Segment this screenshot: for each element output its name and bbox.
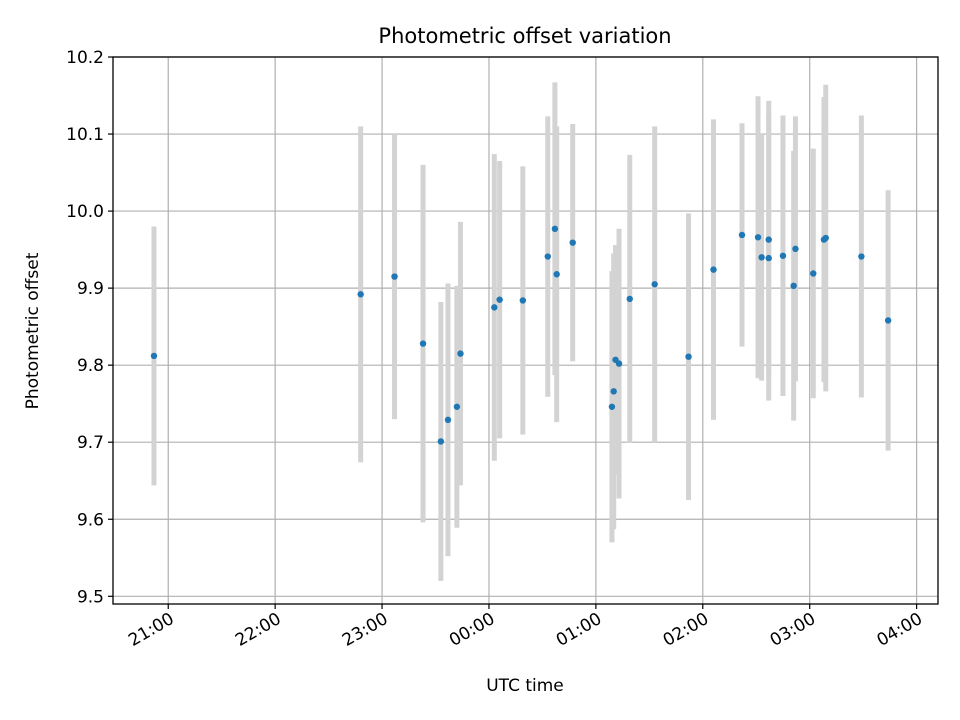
- y-axis-label: Photometric offset: [23, 252, 43, 409]
- data-point: [765, 236, 772, 243]
- grid-lines: [113, 56, 938, 604]
- chart-title: Photometric offset variation: [378, 24, 671, 48]
- y-tick-label: 9.5: [77, 587, 104, 607]
- y-axis-ticks: 9.5 9.6 9.7 9.8 9.9 10.0 10.1 10.2: [66, 48, 113, 607]
- data-point: [444, 416, 452, 424]
- data-point: [779, 252, 787, 259]
- x-axis-label: UTC time: [486, 676, 564, 696]
- data-point: [738, 231, 746, 239]
- data-point: [357, 291, 364, 298]
- data-point: [710, 266, 717, 273]
- data-point: [810, 270, 817, 277]
- data-point: [496, 296, 503, 303]
- y-tick-label: 9.8: [77, 356, 104, 376]
- data-point: [491, 304, 498, 311]
- data-point: [685, 353, 692, 360]
- data-point: [457, 350, 464, 357]
- data-point: [419, 340, 427, 347]
- data-point: [822, 234, 829, 242]
- data-point: [608, 403, 616, 410]
- data-points: [150, 225, 892, 445]
- data-point: [651, 281, 658, 288]
- data-point: [544, 253, 551, 260]
- plot-frame: [112, 56, 939, 605]
- data-point: [626, 295, 633, 303]
- y-tick-label: 9.7: [77, 433, 104, 453]
- data-point: [884, 317, 892, 324]
- data-point: [792, 245, 799, 253]
- data-point: [553, 271, 560, 278]
- data-point: [453, 403, 461, 410]
- data-point: [790, 282, 797, 290]
- data-point: [754, 234, 762, 241]
- data-point: [758, 254, 765, 261]
- y-tick-label: 9.6: [77, 510, 104, 530]
- data-point: [610, 388, 617, 395]
- data-point: [391, 273, 398, 280]
- y-tick-label: 10.0: [66, 202, 104, 222]
- y-tick-label: 9.9: [77, 279, 104, 299]
- y-tick-label: 10.2: [66, 48, 104, 68]
- data-point: [858, 253, 865, 260]
- data-point: [519, 297, 527, 304]
- data-point: [569, 239, 576, 246]
- data-point: [551, 225, 559, 233]
- data-point: [765, 254, 772, 262]
- data-point: [615, 360, 623, 367]
- data-point: [150, 352, 158, 360]
- y-tick-label: 10.1: [66, 125, 104, 145]
- data-point: [437, 438, 445, 445]
